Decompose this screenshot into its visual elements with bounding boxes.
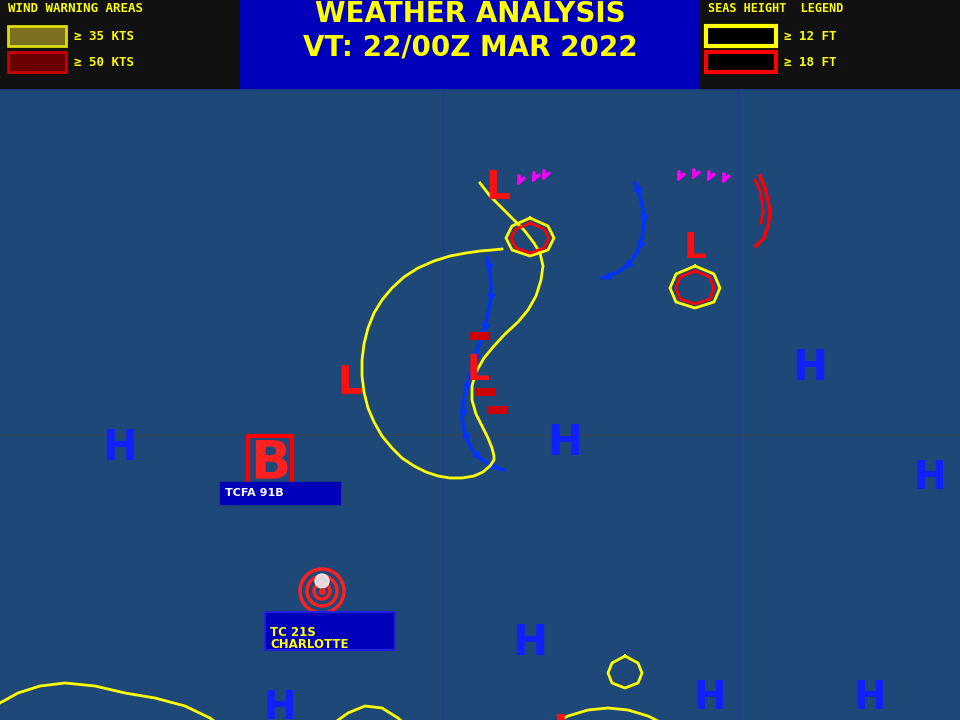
Bar	[265, 612, 395, 650]
Text: ≥ 12 FT: ≥ 12 FT	[784, 30, 836, 42]
Text: H: H	[513, 622, 547, 664]
Text: ≥ 35 KTS: ≥ 35 KTS	[74, 30, 134, 42]
Text: L: L	[552, 712, 578, 720]
Bar	[476, 388, 496, 396]
Bar	[0, 0, 240, 88]
Bar	[8, 52, 66, 72]
Text: B: B	[250, 437, 290, 489]
Text: L: L	[486, 169, 511, 207]
Text: H: H	[793, 347, 828, 389]
Bar	[700, 0, 960, 88]
Text: L: L	[338, 364, 363, 402]
Bar	[240, 0, 700, 88]
Bar	[8, 26, 66, 46]
Text: H: H	[914, 459, 947, 497]
Text: H: H	[547, 422, 583, 464]
Text: TC 21S: TC 21S	[270, 626, 316, 639]
Bar	[248, 436, 292, 490]
Text: TCFA 91B: TCFA 91B	[225, 488, 283, 498]
Text: WEATHER ANALYSIS: WEATHER ANALYSIS	[315, 0, 625, 28]
Circle shape	[315, 574, 329, 588]
Text: WIND WARNING AREAS: WIND WARNING AREAS	[8, 2, 143, 15]
Bar	[470, 332, 490, 340]
Bar	[706, 26, 776, 46]
Bar	[220, 482, 340, 504]
Text: SEAS HEIGHT  LEGEND: SEAS HEIGHT LEGEND	[708, 2, 844, 15]
Text: CHARLOTTE: CHARLOTTE	[270, 639, 348, 652]
Text: H: H	[853, 679, 886, 717]
Bar	[488, 406, 508, 414]
Text: L: L	[684, 231, 707, 265]
Bar	[0, 88, 960, 720]
Bar	[706, 52, 776, 72]
Text: H: H	[694, 679, 727, 717]
Text: VT: 22/00Z MAR 2022: VT: 22/00Z MAR 2022	[302, 34, 637, 62]
Text: ≥ 50 KTS: ≥ 50 KTS	[74, 55, 134, 68]
Text: H: H	[103, 427, 137, 469]
Text: L: L	[467, 353, 490, 387]
Text: H: H	[264, 689, 297, 720]
Text: ≥ 18 FT: ≥ 18 FT	[784, 55, 836, 68]
